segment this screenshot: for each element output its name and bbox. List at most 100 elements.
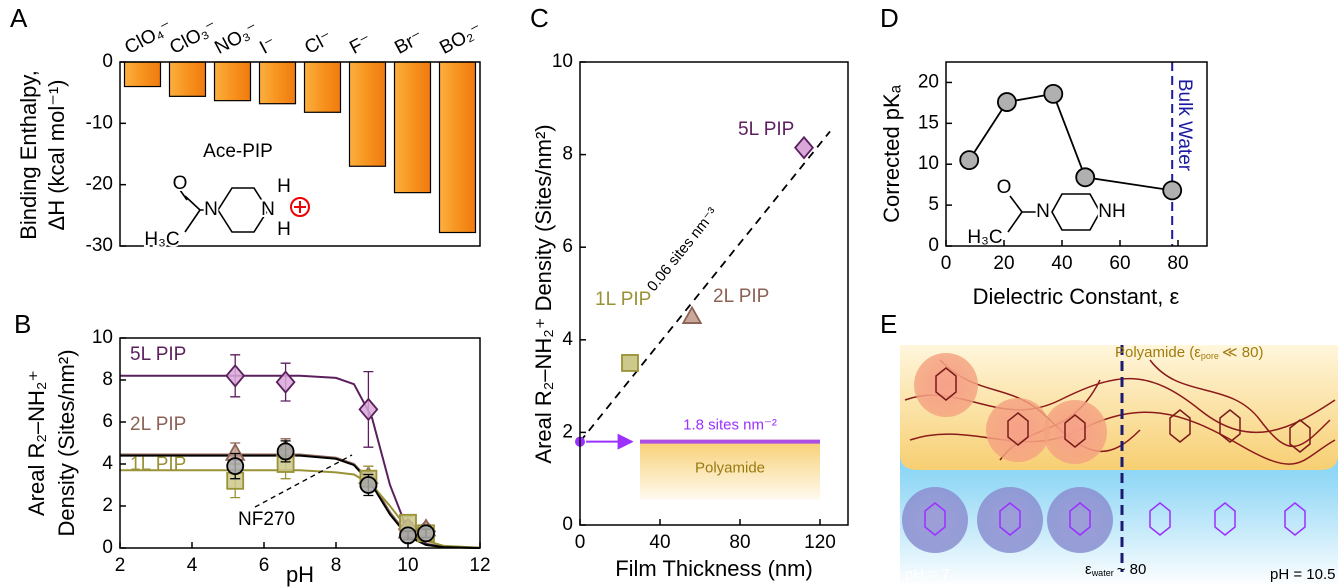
x-tick-label: 12: [469, 555, 490, 576]
point: [794, 135, 814, 160]
plot-frame: [945, 61, 1208, 247]
ring-icons: [935, 367, 1311, 453]
y-axis-label: Binding Enthalpy,: [16, 70, 41, 240]
structure: [1007, 193, 1101, 233]
category-label: Br⁻: [391, 27, 426, 59]
category-label: ClO₄⁻: [121, 17, 175, 59]
x-tick-label: 2: [115, 555, 126, 576]
bar: [123, 61, 162, 88]
category-label: BO₂⁻: [436, 19, 485, 59]
reference-label: Bulk Water: [1174, 79, 1195, 172]
structure-label: O: [173, 173, 188, 194]
x-tick-label: 0: [941, 253, 952, 274]
structure-label: H₃C: [967, 227, 1002, 248]
y-tick-label: 10: [918, 153, 939, 174]
x-tick-label: 80: [729, 532, 750, 553]
right-ph: pH = 10.5: [1270, 566, 1335, 583]
y-tick-label: 0: [562, 514, 573, 535]
x-tick-label: 120: [804, 532, 836, 553]
bar: [168, 61, 207, 97]
y-tick-label: 6: [102, 411, 113, 432]
x-tick-label: 20: [993, 253, 1014, 274]
y-axis-label: Areal R₂–NH₂⁺: [24, 370, 49, 516]
y-tick-label: -30: [86, 235, 113, 256]
left-ph: pH = 7: [905, 566, 950, 583]
y-tick-label: 8: [562, 144, 573, 165]
y-axis-label: Areal R₂–NH₂⁺ Density (Sites/nm²): [531, 124, 556, 463]
water-tail: ~ 80: [1117, 561, 1147, 578]
y-tick-label: 4: [562, 329, 573, 350]
y-tick-label: -10: [86, 112, 113, 133]
panel-e: Polyamide (εpore ≪ 80) pH = 7 pH = 10.5 ε…: [880, 309, 1338, 587]
y-tick-label: 0: [102, 51, 113, 72]
y-tick-label: 2: [562, 421, 573, 442]
polyamide-band: [640, 439, 820, 500]
point: [359, 476, 378, 494]
plot-frame: [119, 337, 481, 549]
water-sub: water: [1091, 568, 1114, 578]
plot-frame: [119, 61, 481, 247]
structure-label: H₃C: [144, 229, 179, 250]
point: [959, 150, 980, 171]
y-axis-label: ΔH (kcal mol⁻¹): [44, 80, 69, 231]
point: [225, 364, 246, 388]
polyamide-label-text: Polyamide (ε: [1115, 344, 1201, 361]
bar: [213, 61, 252, 102]
x-tick-label: 4: [187, 555, 198, 576]
intercept-label: 1.8 sites nm⁻²: [683, 417, 777, 434]
polyamide-label: Polyamide (εpore ≪ 80): [1115, 344, 1263, 361]
series-label: 2L PIP: [713, 286, 769, 307]
charge-icon: [290, 197, 310, 217]
y-tick-label: 6: [562, 236, 573, 257]
annotation: Ace-PIP: [203, 141, 273, 162]
plot-frame: [579, 61, 849, 526]
panel-label: D: [880, 3, 899, 33]
point: [1162, 180, 1183, 201]
charge-icon: [294, 201, 306, 213]
point: [1043, 83, 1064, 104]
structure-label: NH: [1098, 201, 1125, 222]
y-tick-label: 10: [92, 327, 113, 348]
point: [399, 526, 417, 545]
bar: [393, 61, 432, 194]
panel-label: A: [10, 3, 28, 33]
x-tick-label: 60: [1109, 253, 1130, 274]
bar: [303, 61, 342, 113]
structure-label: O: [997, 177, 1012, 198]
point: [226, 457, 245, 476]
structure-label: N: [204, 199, 218, 220]
point: [997, 92, 1017, 112]
x-tick-label: 40: [649, 532, 670, 553]
x-tick-label: 40: [1051, 253, 1072, 274]
category-label: ClO₃⁻: [166, 17, 220, 59]
x-tick-label: 0: [575, 532, 586, 553]
fit-label: 0.06 sites nm⁻³: [644, 205, 721, 295]
water-label: εwater ~ 80: [1085, 561, 1146, 578]
point: [275, 370, 296, 394]
category-label: Cl⁻: [301, 27, 336, 59]
pore-sub: pore: [1201, 351, 1219, 361]
x-tick-label: 8: [331, 555, 342, 576]
annotation-leader: [254, 454, 353, 508]
y-tick-label: -20: [86, 174, 113, 195]
structure-label: H: [277, 176, 291, 197]
fit-line: [579, 130, 831, 443]
panel-label: C: [530, 3, 549, 33]
panel-label: E: [880, 309, 897, 339]
point: [276, 442, 295, 461]
y-tick-label: 0: [102, 537, 113, 558]
point: [1075, 167, 1096, 188]
x-tick-label: 10: [397, 555, 418, 576]
y-tick-label: 2: [102, 495, 113, 516]
y-axis-label: Corrected pKₐ: [879, 84, 904, 223]
y-tick-label: 20: [918, 71, 939, 92]
y-tick-label: 0: [928, 235, 939, 256]
bar: [258, 61, 297, 105]
point: [621, 354, 639, 372]
series-label: 1L PIP: [595, 289, 651, 310]
y-tick-label: 5: [928, 194, 939, 215]
x-tick-label: 80: [1167, 253, 1188, 274]
